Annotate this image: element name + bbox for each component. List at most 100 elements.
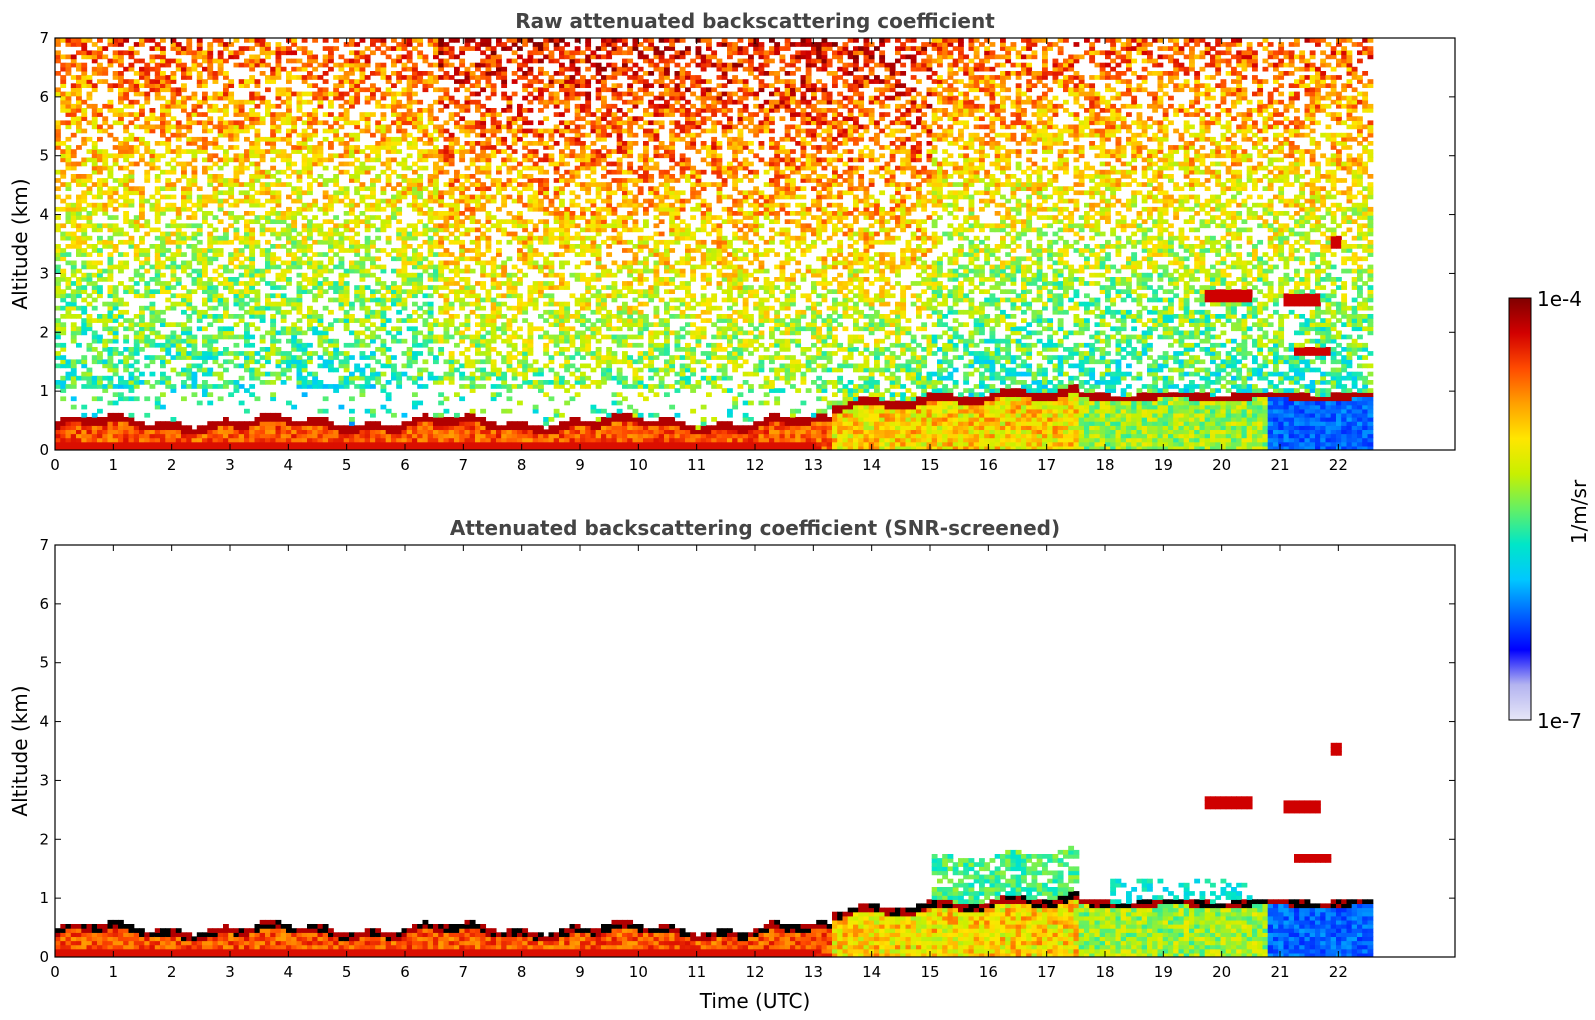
heatmap-cell — [517, 441, 523, 447]
heatmap-cell — [522, 437, 529, 443]
heatmap-cell — [443, 71, 450, 76]
heatmap-cell — [380, 71, 387, 76]
heatmap-cell — [202, 285, 208, 290]
heatmap-cell — [291, 145, 298, 150]
heatmap-cell — [296, 264, 303, 270]
heatmap-cell — [270, 264, 277, 270]
heatmap-cell — [417, 211, 424, 216]
heatmap-cell — [375, 178, 382, 183]
heatmap-cell — [270, 396, 277, 402]
heatmap-cell — [511, 42, 518, 47]
heatmap-cell — [506, 363, 513, 369]
heatmap-cell — [160, 50, 166, 56]
heatmap-cell — [223, 437, 229, 443]
heatmap-cell — [433, 75, 439, 80]
heatmap-cell — [165, 178, 172, 183]
heatmap-cell — [118, 425, 124, 431]
heatmap-cell — [112, 285, 119, 290]
heatmap-cell — [191, 441, 198, 447]
heatmap-cell — [475, 338, 481, 344]
heatmap-cell — [286, 108, 292, 113]
heatmap-cell — [485, 421, 492, 426]
heatmap-cell — [244, 326, 250, 332]
heatmap-cell — [438, 128, 445, 134]
heatmap-cell — [186, 42, 193, 47]
heatmap-cell — [385, 425, 392, 431]
heatmap-cell — [123, 141, 130, 146]
heatmap-cell — [349, 83, 355, 89]
heatmap-cell — [65, 136, 72, 142]
heatmap-cell — [359, 301, 366, 307]
heatmap-cell — [165, 384, 172, 389]
heatmap-cell — [506, 396, 513, 402]
heatmap-cell — [275, 359, 282, 365]
heatmap-cell — [490, 371, 497, 377]
heatmap-cell — [186, 441, 193, 447]
heatmap-cell — [480, 326, 487, 332]
heatmap-cell — [328, 309, 334, 315]
heatmap-cell — [244, 190, 250, 196]
heatmap-cell — [102, 223, 109, 229]
heatmap-cell — [170, 95, 177, 101]
heatmap-cell — [312, 309, 319, 315]
heatmap-cell — [76, 42, 82, 47]
heatmap-cell — [475, 260, 481, 266]
heatmap-cell — [354, 157, 361, 163]
heatmap-cell — [133, 281, 140, 286]
heatmap-cell — [207, 433, 214, 439]
heatmap-cell — [280, 425, 287, 431]
heatmap-cell — [76, 235, 82, 241]
heatmap-cell — [107, 62, 114, 68]
heatmap-cell — [527, 384, 534, 389]
heatmap-cell — [506, 326, 513, 332]
heatmap-cell — [249, 433, 256, 439]
heatmap-cell — [228, 124, 235, 130]
heatmap-cell — [496, 326, 502, 332]
heatmap-cell — [60, 120, 67, 126]
heatmap-cell — [65, 433, 72, 439]
heatmap-cell — [249, 359, 256, 365]
heatmap-cell — [322, 268, 329, 274]
heatmap-cell — [417, 79, 424, 84]
heatmap-cell — [270, 128, 277, 134]
heatmap-cell — [128, 66, 135, 72]
heatmap-cell — [501, 202, 508, 208]
heatmap-cell — [175, 206, 182, 212]
heatmap-cell — [65, 301, 72, 307]
heatmap-cell — [86, 178, 93, 183]
heatmap-cell — [86, 79, 93, 84]
heatmap-cell — [296, 338, 303, 344]
heatmap-cell — [191, 211, 198, 216]
heatmap-cell — [144, 281, 151, 286]
heatmap-cell — [170, 305, 177, 311]
heatmap-cell — [406, 347, 413, 352]
heatmap-cell — [380, 124, 387, 130]
heatmap-cell — [354, 91, 361, 97]
heatmap-cell — [296, 289, 303, 295]
heatmap-cell — [396, 54, 403, 60]
heatmap-cell — [270, 342, 277, 348]
heatmap-cell — [133, 244, 140, 249]
heatmap-cell — [517, 252, 523, 257]
heatmap-cell — [370, 95, 376, 101]
heatmap-cell — [118, 58, 124, 64]
heatmap-cell — [270, 330, 277, 336]
heatmap-cell — [506, 124, 513, 130]
heatmap-cell — [254, 268, 261, 274]
heatmap-cell — [165, 359, 172, 365]
heatmap-cell — [364, 425, 371, 431]
heatmap-cell — [97, 268, 103, 274]
heatmap-cell — [212, 248, 219, 253]
heatmap-cell — [317, 141, 324, 146]
heatmap-cell — [317, 380, 324, 385]
heatmap-cell — [223, 281, 229, 286]
heatmap-cell — [448, 149, 455, 154]
heatmap-cell — [333, 388, 340, 393]
heatmap-cell — [181, 239, 187, 245]
heatmap-cell — [480, 116, 487, 122]
heatmap-cell — [286, 297, 292, 303]
heatmap-cell — [81, 322, 88, 328]
heatmap-cell — [391, 445, 397, 450]
heatmap-cell — [475, 384, 481, 389]
heatmap-cell — [144, 120, 151, 126]
